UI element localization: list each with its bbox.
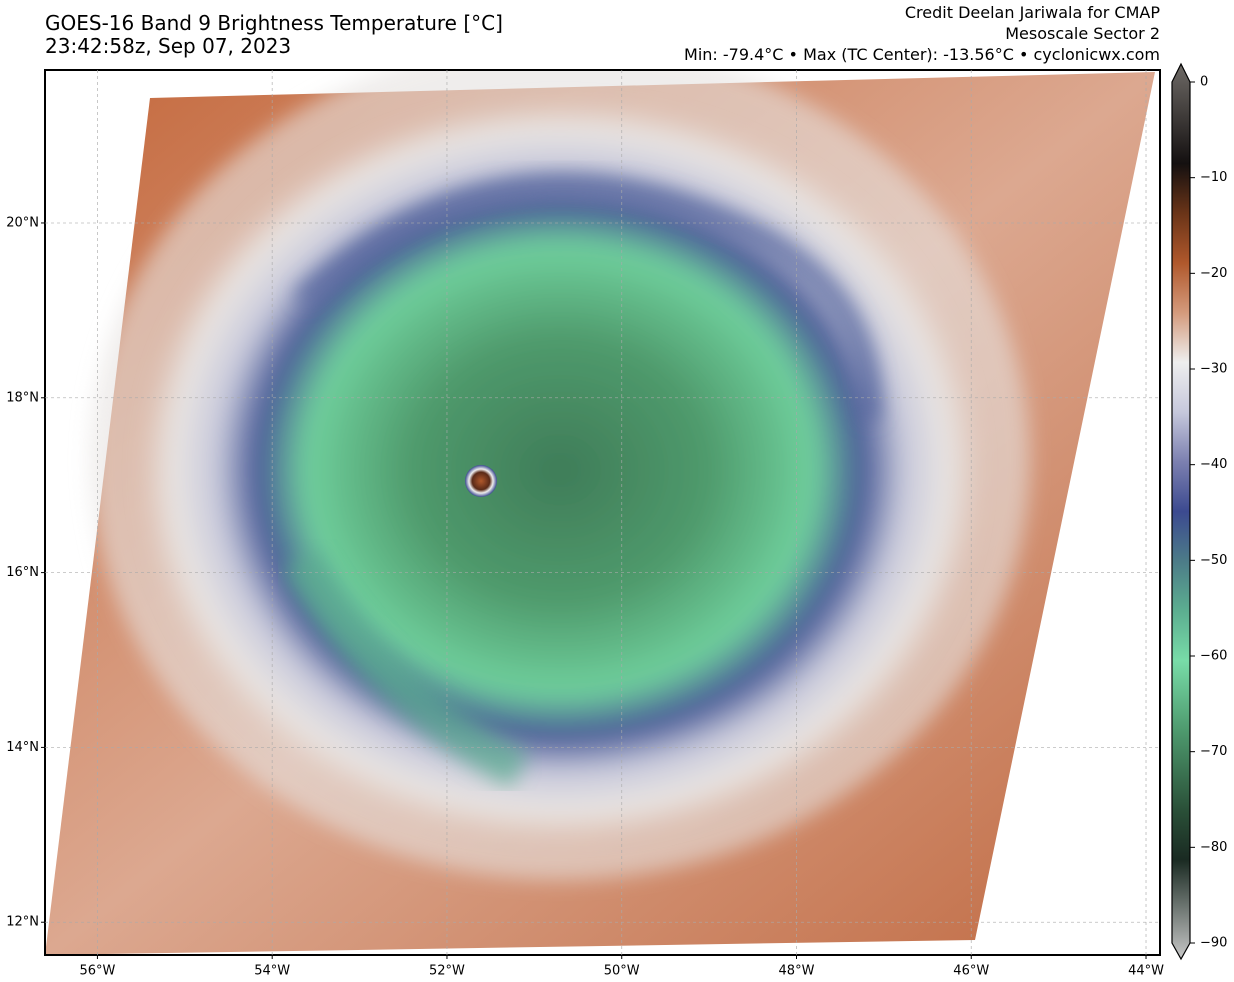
lon-tick-label: 56°W	[79, 964, 115, 979]
lon-tick-label: 46°W	[953, 964, 989, 979]
sector: Mesoscale Sector 2	[1005, 24, 1160, 43]
colorbar-tick-label: −60	[1200, 649, 1227, 664]
colorbar-tick-label: −90	[1200, 936, 1227, 951]
subtitle: 23:42:58z, Sep 07, 2023	[45, 34, 291, 58]
lon-tick-label: 44°W	[1128, 964, 1164, 979]
title: GOES-16 Band 9 Brightness Temperature [°…	[45, 11, 503, 35]
colorbar-tick-label: −20	[1200, 266, 1227, 281]
lat-tick-label: 20°N	[6, 215, 39, 230]
colorbar-tick-label: −40	[1200, 457, 1227, 472]
colorbar-tick-label: −30	[1200, 362, 1227, 377]
colorbar-tick-label: −50	[1200, 553, 1227, 568]
stats: Min: -79.4°C • Max (TC Center): -13.56°C…	[684, 45, 1160, 64]
lat-tick-label: 16°N	[6, 565, 39, 580]
lon-tick-label: 54°W	[254, 964, 290, 979]
colorbar-tick-label: −70	[1200, 744, 1227, 759]
lat-tick-label: 14°N	[6, 740, 39, 755]
lon-tick-label: 52°W	[429, 964, 465, 979]
satellite-image	[45, 70, 1155, 955]
map-frame	[44, 69, 1161, 956]
lon-tick-label: 50°W	[604, 964, 640, 979]
colorbar-tick-label: −80	[1200, 840, 1227, 855]
lat-tick-label: 18°N	[6, 390, 39, 405]
lat-tick-label: 12°N	[6, 915, 39, 930]
lon-tick-label: 48°W	[779, 964, 815, 979]
colorbar	[1171, 62, 1191, 961]
credit: Credit Deelan Jariwala for CMAP	[905, 3, 1160, 22]
colorbar-tick-label: 0	[1200, 75, 1208, 90]
colorbar-tick-label: −10	[1200, 170, 1227, 185]
